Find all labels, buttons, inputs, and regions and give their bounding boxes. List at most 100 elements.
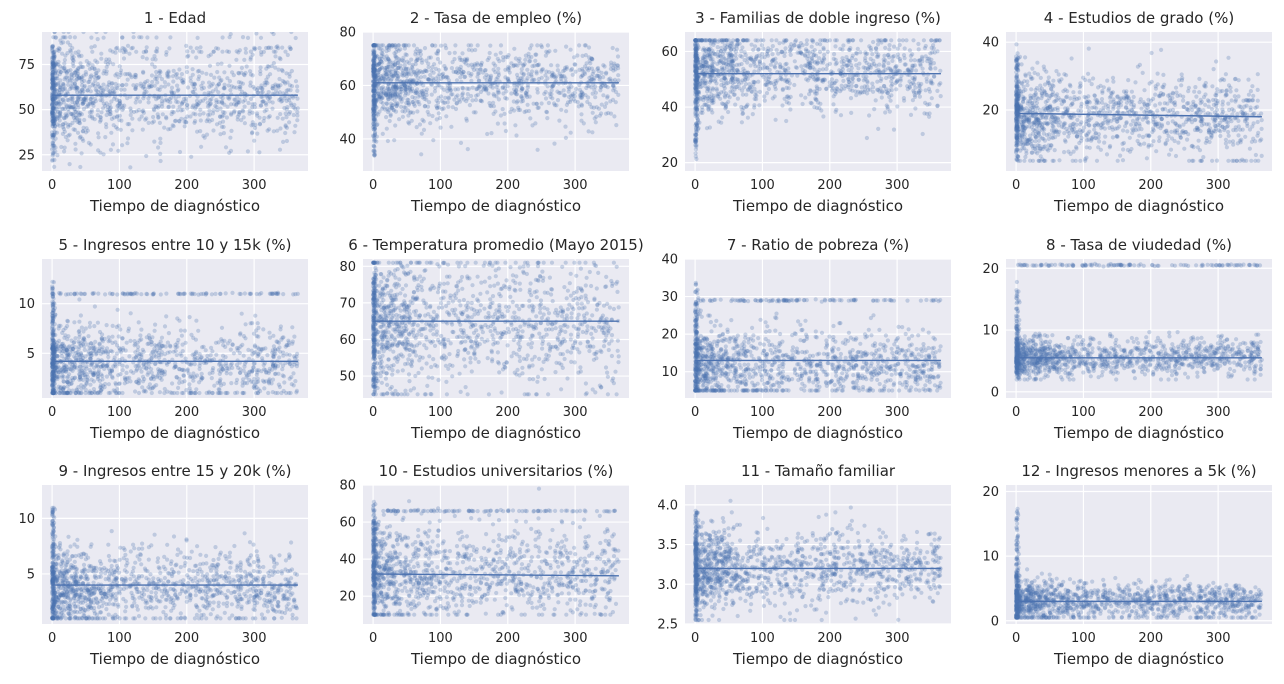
data-point (694, 78, 699, 83)
data-point (232, 109, 237, 114)
data-point (810, 49, 815, 55)
data-point (586, 45, 592, 50)
data-point (291, 112, 296, 118)
data-point (884, 89, 889, 94)
data-point (234, 85, 239, 90)
data-point (1206, 111, 1211, 116)
data-point (1016, 94, 1021, 99)
data-point (232, 110, 237, 115)
data-point (874, 46, 879, 51)
data-point (704, 80, 709, 85)
plot-area (1006, 32, 1272, 171)
data-point (371, 43, 376, 48)
data-point (454, 78, 460, 83)
data-point (1051, 114, 1056, 119)
data-point (1097, 110, 1102, 115)
data-point (218, 79, 223, 84)
data-point (595, 67, 600, 72)
data-point (707, 38, 712, 43)
data-point (465, 96, 470, 101)
data-point (712, 52, 718, 57)
data-point (214, 46, 219, 51)
data-point (698, 62, 704, 68)
data-point (773, 56, 778, 61)
data-point (50, 78, 55, 83)
data-point (1152, 122, 1158, 127)
data-point (1020, 94, 1026, 99)
data-point (534, 71, 539, 76)
data-point (398, 84, 403, 89)
data-point (381, 43, 386, 48)
data-point (710, 98, 715, 103)
data-point (115, 45, 120, 51)
data-point (693, 139, 698, 144)
data-point (371, 69, 377, 74)
data-point (720, 67, 725, 72)
data-point (786, 66, 791, 71)
data-point (721, 102, 726, 107)
data-point (98, 89, 104, 94)
data-point (522, 109, 527, 115)
data-point (134, 97, 139, 102)
data-point (74, 85, 79, 90)
data-point (868, 87, 873, 92)
data-point (107, 89, 112, 94)
data-point (693, 45, 699, 51)
data-point (711, 39, 717, 44)
data-point (1040, 124, 1045, 129)
data-point (839, 59, 844, 64)
data-point (591, 69, 596, 74)
data-point (159, 95, 164, 100)
data-point (521, 72, 526, 78)
data-point (1014, 83, 1019, 89)
data-point (1218, 133, 1223, 139)
data-point (387, 93, 392, 98)
data-point (729, 59, 735, 64)
data-point (102, 68, 107, 73)
data-point (173, 96, 178, 101)
data-point (901, 53, 907, 58)
data-point (399, 72, 404, 77)
data-point (927, 111, 932, 116)
data-point (694, 53, 699, 58)
data-point (204, 119, 209, 124)
data-point (715, 68, 720, 73)
data-point (51, 111, 56, 116)
data-point (476, 86, 481, 91)
data-point (101, 35, 106, 40)
data-point (1014, 124, 1019, 129)
data-point (752, 86, 757, 91)
data-point (270, 84, 275, 89)
data-point (209, 83, 214, 88)
data-point (133, 75, 138, 80)
data-point (563, 124, 568, 129)
data-point (1191, 99, 1196, 104)
data-point (918, 62, 923, 67)
data-point (1048, 145, 1053, 150)
plot-area (363, 32, 629, 171)
data-point (862, 87, 868, 92)
data-point (717, 91, 722, 97)
data-point (98, 115, 103, 120)
data-point (730, 77, 735, 82)
data-point (190, 49, 195, 54)
data-point (494, 84, 499, 90)
data-point (377, 96, 382, 101)
data-point (702, 102, 707, 107)
data-point (702, 57, 707, 62)
data-point (1259, 118, 1264, 123)
data-point (718, 48, 724, 54)
data-point (409, 118, 414, 123)
data-point (206, 112, 211, 117)
data-point (724, 62, 729, 67)
data-point (1223, 72, 1228, 77)
data-point (804, 48, 809, 54)
data-point (503, 75, 508, 80)
data-point (372, 91, 377, 96)
data-point (285, 52, 290, 58)
data-point (693, 96, 698, 101)
data-point (117, 98, 122, 103)
data-point (1016, 97, 1021, 102)
data-point (400, 70, 405, 75)
data-point (255, 113, 260, 118)
